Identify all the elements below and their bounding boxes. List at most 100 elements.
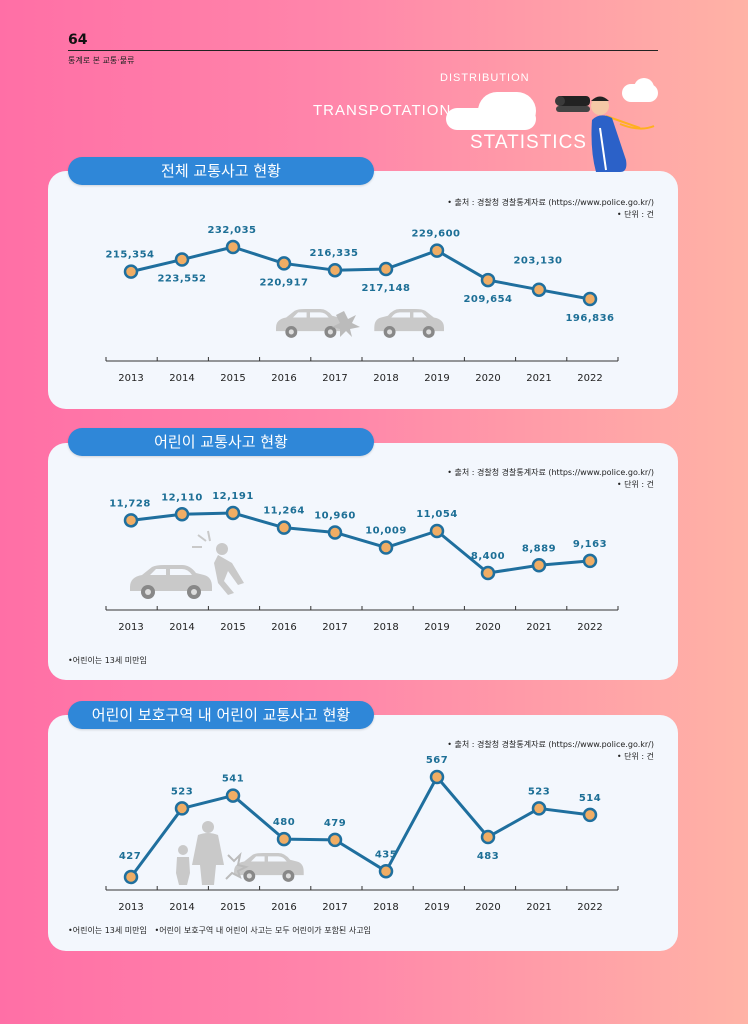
cloud-shape (634, 78, 654, 98)
data-point (174, 252, 190, 267)
x-tick-label: 2017 (322, 902, 347, 913)
x-tick-label: 2018 (373, 902, 398, 913)
x-tick-label: 2019 (424, 902, 449, 913)
data-point (480, 272, 496, 288)
data-label: 196,836 (565, 313, 614, 324)
source-text: • 출처 : 경찰청 경찰통계자료 (https://www.police.go… (447, 198, 654, 207)
data-point (276, 256, 292, 271)
data-point (429, 243, 445, 258)
data-point (480, 565, 496, 581)
section-title-children: 어린이 교통사고 현황 (68, 428, 374, 456)
data-label: 480 (273, 817, 295, 828)
data-label: 216,335 (309, 248, 358, 259)
x-tick-label: 2017 (322, 622, 347, 633)
unit-text: • 단위 : 건 (616, 752, 654, 761)
data-label: 220,917 (259, 277, 308, 288)
child-head-icon (216, 543, 228, 555)
header-word-distribution: DISTRIBUTION (440, 72, 530, 84)
data-point (378, 540, 394, 555)
data-point (429, 769, 445, 785)
x-tick-label: 2019 (424, 622, 449, 633)
cloud-shape (478, 92, 536, 130)
data-label: 11,728 (109, 498, 151, 509)
data-point (378, 864, 394, 879)
data-label: 8,889 (522, 543, 556, 554)
data-point (123, 264, 139, 279)
data-label: 217,148 (361, 283, 410, 294)
header-word-transportation: TRANSPOTATION (313, 102, 452, 119)
data-label: 10,009 (365, 526, 407, 537)
x-tick-label: 2015 (220, 902, 245, 913)
data-label: 10,960 (314, 510, 356, 521)
x-tick-label: 2014 (169, 373, 194, 384)
data-label: 483 (477, 851, 499, 862)
data-point (582, 553, 598, 569)
child-body-icon (176, 857, 190, 885)
adult-child-car-icon (234, 853, 304, 882)
data-label: 11,054 (416, 509, 458, 520)
data-point (429, 523, 445, 539)
data-point (276, 520, 292, 535)
data-label: 12,110 (161, 492, 203, 503)
car-crash-icon (276, 309, 346, 338)
page-number: 64 (68, 32, 88, 48)
data-point (225, 788, 241, 803)
x-tick-label: 2017 (322, 373, 347, 384)
child-body-icon (214, 555, 244, 595)
x-tick-label: 2022 (577, 902, 602, 913)
x-tick-label: 2013 (118, 622, 143, 633)
x-tick-label: 2018 (373, 622, 398, 633)
line-chart-children: 2013 2014 2015 2016 2017 2018 2019 2020 2021 2022… (105, 491, 619, 633)
child-hit-by-car-icon (130, 565, 212, 599)
source-text: • 출처 : 경찰청 경찰통계자료 (https://www.police.go… (447, 468, 654, 477)
data-point (480, 829, 496, 845)
adult-head-icon (202, 821, 214, 833)
data-point (582, 291, 598, 307)
data-label: 209,654 (463, 294, 512, 305)
crash-burst-icon (332, 311, 360, 337)
series-line (130, 245, 591, 301)
data-label: 8,400 (471, 551, 505, 562)
data-point (174, 507, 190, 522)
unit-text: • 단위 : 건 (616, 480, 654, 489)
data-label: 541 (222, 774, 244, 785)
chart-card-children: • 출처 : 경찰청 경찰통계자료 (https://www.police.go… (48, 443, 678, 680)
header-word-statistics: STATISTICS (470, 132, 587, 153)
x-tick-label: 2022 (577, 373, 602, 384)
x-tick-label: 2016 (271, 373, 296, 384)
data-label: 12,191 (212, 491, 254, 502)
data-point (378, 261, 394, 277)
data-label: 229,600 (411, 229, 460, 240)
x-tick-label: 2021 (526, 902, 551, 913)
x-tick-label: 2018 (373, 373, 398, 384)
unit-text: • 단위 : 건 (616, 210, 654, 219)
data-point (531, 801, 547, 816)
section-title-total: 전체 교통사고 현황 (68, 157, 374, 185)
x-tick-label: 2015 (220, 622, 245, 633)
chart-note: •어린이는 13세 미만임 (68, 656, 147, 665)
car-crash-icon (374, 309, 444, 338)
data-point (531, 282, 547, 297)
x-tick-label: 2019 (424, 373, 449, 384)
x-tick-label: 2014 (169, 622, 194, 633)
chart-card-school-zone: • 출처 : 경찰청 경찰통계자료 (https://www.police.go… (48, 715, 678, 951)
header-rule (68, 50, 658, 51)
data-point (582, 807, 598, 823)
line-chart-total: 2013 2014 2015 2016 2017 2018 2019 2020 2021 2022… (105, 225, 619, 384)
car-icon (374, 309, 444, 338)
data-label: 232,035 (207, 225, 256, 236)
data-point (225, 505, 241, 521)
data-label: 9,163 (573, 539, 607, 550)
x-tick-label: 2013 (118, 902, 143, 913)
child-head-icon (178, 845, 188, 855)
data-label: 11,264 (263, 506, 305, 517)
data-label: 203,130 (513, 256, 562, 267)
x-tick-label: 2021 (526, 373, 551, 384)
data-label: 567 (426, 755, 448, 766)
section-title-school-zone: 어린이 보호구역 내 어린이 교통사고 현황 (68, 701, 374, 729)
data-label: 427 (119, 851, 141, 862)
data-label: 523 (528, 786, 550, 797)
data-point (327, 832, 343, 848)
series-line (129, 775, 591, 878)
data-label: 479 (324, 818, 346, 829)
